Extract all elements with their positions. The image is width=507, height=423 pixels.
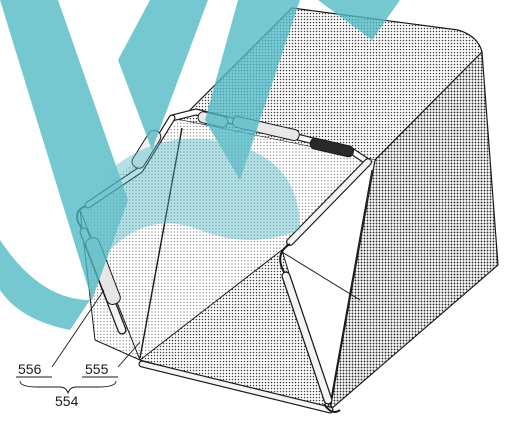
diagonal-stay-right xyxy=(329,169,373,406)
diagonal-stay-left xyxy=(139,127,183,359)
basket-back-panel xyxy=(80,120,375,360)
front-right-hook xyxy=(279,243,291,277)
diagonal-stay-mid xyxy=(281,251,361,301)
frame-tube-sleeve-3 xyxy=(309,137,355,158)
part-label-555: 555 xyxy=(85,361,109,377)
leader-line-555 xyxy=(117,341,141,368)
part-label-554: 554 xyxy=(55,393,79,409)
part-label-556: 556 xyxy=(18,361,42,377)
label-brace-554 xyxy=(19,380,117,395)
leader-line-556 xyxy=(51,289,105,368)
bottom-right-clip xyxy=(323,403,341,413)
watermark-logo xyxy=(0,0,400,330)
